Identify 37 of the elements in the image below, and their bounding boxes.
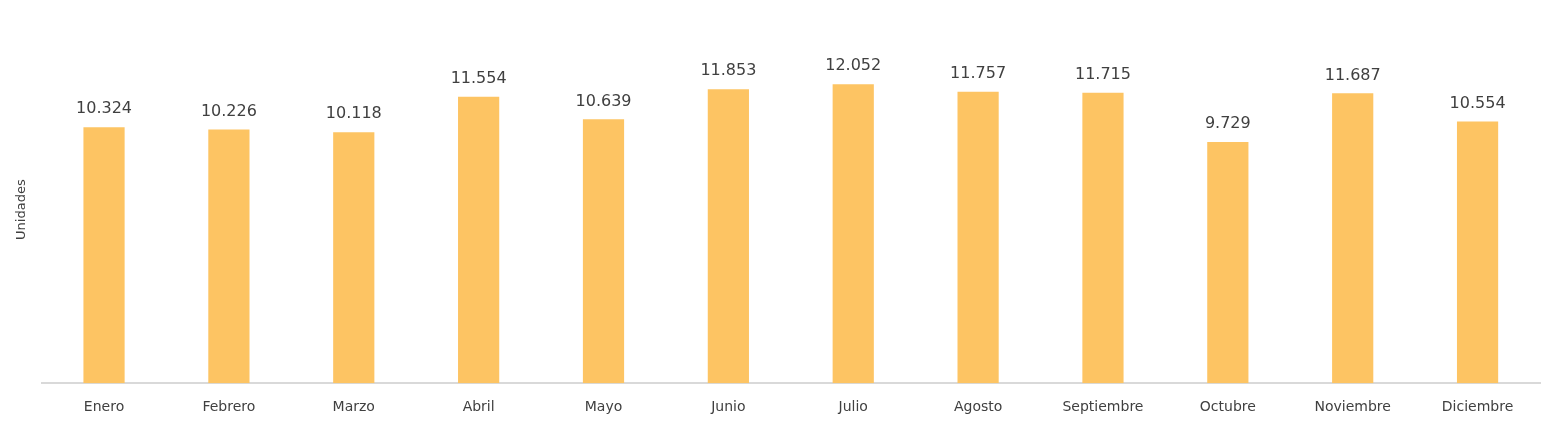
bar: [1207, 141, 1249, 384]
data-label: 10.639: [575, 90, 632, 110]
bar: [1082, 92, 1124, 384]
x-tick-label: Septiembre: [1062, 398, 1144, 415]
bar: [1456, 121, 1499, 384]
data-label: 12.052: [825, 55, 882, 75]
bar: [208, 129, 250, 384]
x-tick-label: Junio: [710, 398, 746, 415]
x-tick-label: Abril: [462, 398, 495, 415]
data-label: 10.324: [76, 98, 133, 118]
bar: [707, 89, 749, 384]
x-tick-label: Agosto: [953, 398, 1003, 415]
x-tick-label: Mayo: [584, 398, 623, 415]
x-tick-label: Diciembre: [1441, 398, 1514, 415]
bar: [83, 127, 125, 384]
x-tick-label: Marzo: [332, 398, 375, 415]
data-label: 9.729: [1204, 113, 1251, 133]
x-tick-label: Noviembre: [1314, 398, 1391, 415]
y-axis-title: Unidades: [13, 179, 29, 240]
data-label: 10.554: [1449, 92, 1506, 112]
data-label: 10.226: [200, 100, 257, 120]
bar: [1332, 93, 1374, 384]
data-label: 11.757: [950, 62, 1007, 82]
x-tick-label: Julio: [837, 398, 868, 415]
data-label: 10.118: [325, 103, 382, 123]
data-label: 11.554: [450, 67, 507, 87]
data-label: 11.715: [1074, 63, 1131, 83]
bar: [458, 96, 500, 384]
x-tick-label: Enero: [83, 398, 125, 415]
x-tick-label: Octubre: [1199, 398, 1256, 415]
bar: [333, 132, 375, 384]
bar: [582, 119, 625, 384]
bar: [832, 84, 874, 384]
bar: [957, 91, 999, 384]
x-tick-label: Febrero: [202, 398, 256, 415]
data-label: 11.687: [1324, 64, 1381, 84]
data-label: 11.853: [700, 60, 757, 80]
